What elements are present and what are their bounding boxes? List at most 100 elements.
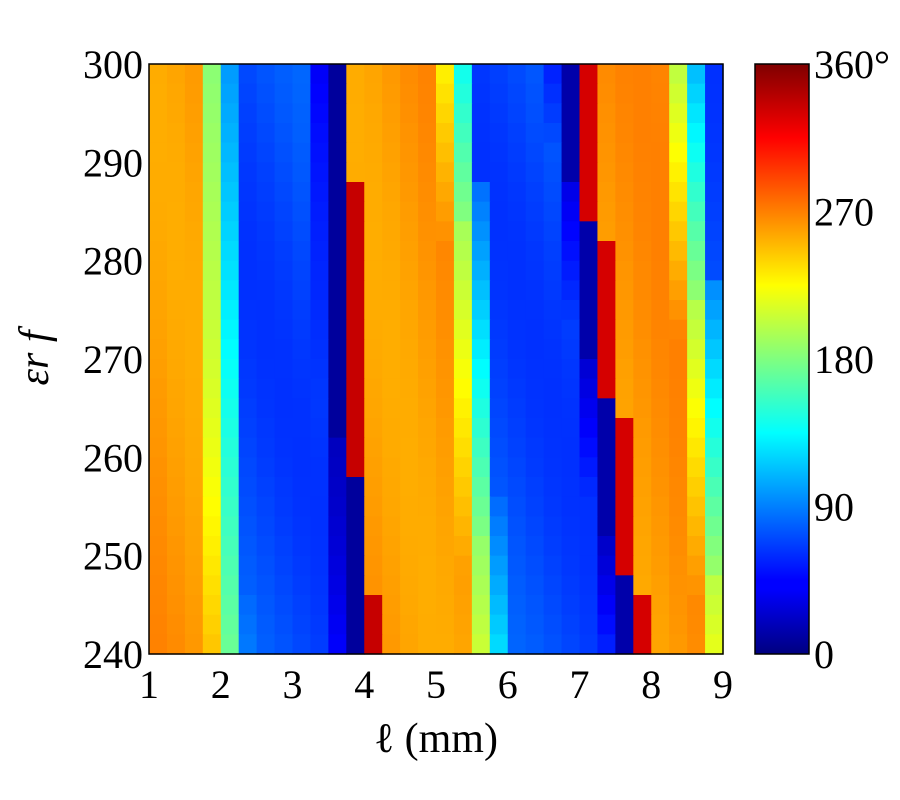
heatmap-cell: [274, 280, 294, 301]
heatmap-cell: [705, 142, 724, 163]
heatmap-cell: [184, 555, 204, 576]
heatmap-cell: [328, 221, 347, 242]
heatmap-cell: [364, 359, 383, 380]
heatmap-cell: [400, 614, 419, 635]
heatmap-cell: [579, 201, 599, 222]
heatmap-cell: [418, 359, 437, 380]
heatmap-cell: [471, 182, 491, 203]
heatmap-cell: [220, 339, 240, 360]
heatmap-cell: [579, 123, 599, 144]
heatmap-cell: [489, 398, 509, 419]
heatmap-cell: [507, 221, 527, 242]
heatmap-cell: [597, 83, 616, 104]
heatmap-cell: [597, 496, 616, 517]
heatmap-cell: [238, 477, 258, 498]
heatmap-cell: [220, 221, 240, 242]
heatmap-cell: [633, 575, 652, 596]
heatmap-cell: [328, 201, 347, 222]
heatmap-cell: [436, 300, 455, 321]
heatmap-cell: [274, 300, 294, 321]
heatmap-cell: [202, 162, 222, 183]
heatmap-cell: [651, 221, 670, 242]
heatmap-cell: [328, 496, 347, 517]
heatmap-cell: [543, 378, 563, 399]
heatmap-cell: [418, 496, 437, 517]
heatmap-cell: [328, 359, 347, 380]
heatmap-cell: [256, 634, 276, 655]
heatmap-cell: [615, 201, 634, 222]
heatmap-cell: [687, 280, 706, 301]
heatmap-cell: [166, 595, 186, 616]
heatmap-cell: [633, 359, 652, 380]
heatmap-cell: [507, 634, 527, 655]
heatmap-cell: [202, 221, 222, 242]
heatmap-cell: [436, 182, 455, 203]
heatmap-cell: [687, 516, 706, 537]
heatmap-cell: [220, 142, 240, 163]
heatmap-cell: [669, 201, 688, 222]
heatmap-cell: [364, 280, 383, 301]
heatmap-cell: [310, 201, 329, 222]
heatmap-cell: [489, 103, 509, 124]
heatmap-cell: [669, 182, 688, 203]
heatmap-cell: [651, 614, 670, 635]
heatmap-cell: [274, 201, 294, 222]
heatmap-cell: [238, 182, 258, 203]
heatmap-cell: [418, 162, 437, 183]
heatmap-cell: [651, 575, 670, 596]
heatmap-cell: [400, 536, 419, 557]
heatmap-cell: [489, 378, 509, 399]
heatmap-cell: [597, 260, 616, 281]
heatmap-cell: [184, 162, 204, 183]
heatmap-cell: [274, 634, 294, 655]
heatmap-cell: [346, 418, 365, 439]
heatmap-cell: [453, 182, 473, 203]
heatmap-cell: [436, 418, 455, 439]
heatmap-cell: [238, 437, 258, 458]
heatmap-cell: [418, 280, 437, 301]
heatmap-cell: [346, 103, 365, 124]
heatmap-cell: [274, 182, 294, 203]
heatmap-cell: [615, 142, 634, 163]
heatmap-cell: [202, 418, 222, 439]
heatmap-cell: [489, 418, 509, 439]
heatmap-cell: [633, 516, 652, 537]
heatmap-cell: [328, 614, 347, 635]
heatmap-cell: [166, 418, 186, 439]
heatmap-cell: [705, 536, 724, 557]
heatmap-cell: [400, 182, 419, 203]
heatmap-cell: [382, 634, 401, 655]
heatmap-cell: [687, 634, 706, 655]
heatmap-cell: [436, 280, 455, 301]
heatmap-cell: [436, 555, 455, 576]
heatmap-cell: [471, 536, 491, 557]
heatmap-cell: [238, 496, 258, 517]
heatmap-cell: [256, 123, 276, 144]
heatmap-cell: [453, 103, 473, 124]
heatmap-cell: [651, 634, 670, 655]
heatmap-cell: [310, 575, 329, 596]
heatmap-cell: [543, 241, 563, 262]
heatmap-cell: [149, 634, 168, 655]
heatmap-cell: [543, 398, 563, 419]
heatmap-cell: [256, 418, 276, 439]
heatmap-cell: [543, 300, 563, 321]
colorbar-tick-label: 0: [814, 632, 834, 677]
heatmap-cell: [292, 260, 312, 281]
heatmap-cell: [418, 221, 437, 242]
heatmap-cell: [615, 555, 634, 576]
heatmap-cell: [453, 477, 473, 498]
heatmap-cell: [202, 516, 222, 537]
heatmap-cell: [597, 575, 616, 596]
heatmap-cell: [364, 595, 383, 616]
heatmap-cell: [615, 516, 634, 537]
heatmap-cell: [561, 418, 581, 439]
heatmap-cell: [597, 595, 616, 616]
heatmap-cell: [166, 103, 186, 124]
heatmap-cell: [364, 162, 383, 183]
heatmap-cell: [489, 359, 509, 380]
heatmap-cell: [525, 300, 545, 321]
heatmap-cell: [328, 182, 347, 203]
heatmap-cell: [597, 221, 616, 242]
x-tick-label: 5: [426, 662, 446, 707]
